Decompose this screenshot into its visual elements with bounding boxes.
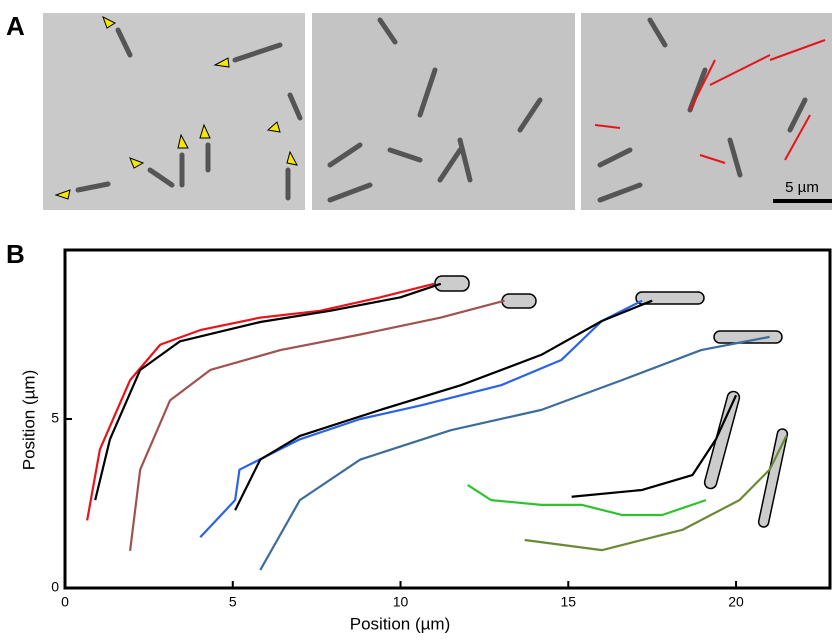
trajectory (524, 435, 788, 552)
trajectory (129, 299, 505, 551)
panel-label: B (6, 239, 25, 269)
y-axis-label: Position (µm) (19, 370, 38, 470)
y-tick-label: 5 (51, 410, 59, 426)
panel-label: A (6, 11, 25, 41)
x-axis-label: Position (µm) (350, 614, 450, 633)
trajectory (94, 282, 442, 501)
x-tick-label: 20 (728, 594, 744, 610)
y-tick-label: 0 (51, 579, 59, 595)
x-tick-label: 5 (229, 594, 237, 610)
x-tick-label: 0 (61, 594, 69, 610)
plot-frame (63, 248, 832, 590)
trajectory (571, 394, 738, 498)
scale-bar-label: 5 µm (785, 179, 819, 196)
trajectory (86, 282, 435, 521)
trajectory (199, 299, 643, 539)
x-tick-label: 15 (561, 594, 577, 610)
trajectory (234, 299, 653, 511)
cell-outlines (434, 275, 789, 528)
x-tick-label: 10 (393, 594, 409, 610)
micrographs (43, 13, 832, 210)
trajectory (259, 335, 770, 571)
trajectory (467, 483, 707, 517)
